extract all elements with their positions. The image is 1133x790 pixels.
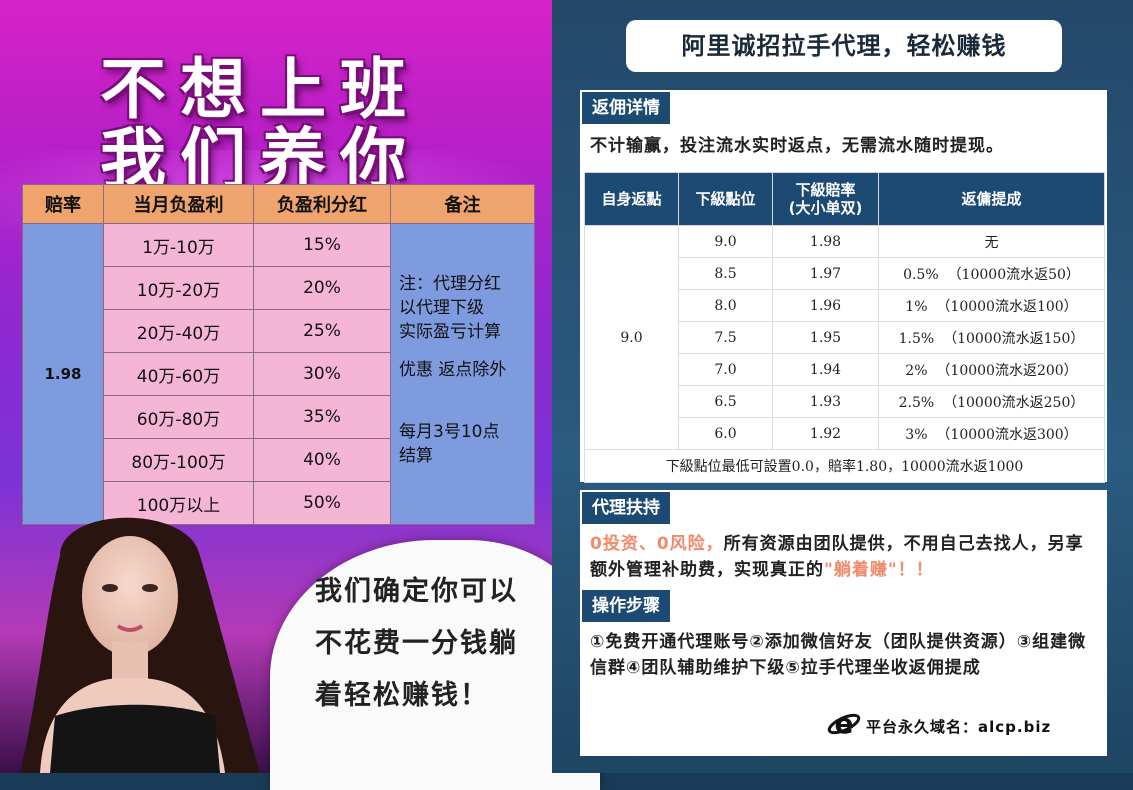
commission-desc: （10000流水返200） [936,362,1078,379]
commission-desc: （10000流水返300） [936,426,1078,443]
commission-pct: 2% [905,362,928,379]
table-row: 10万-20万 20% [23,266,535,310]
commission-pct: 0.5% [903,266,939,283]
odds-cell: 1.94 [772,353,879,386]
headline-line-1: 不想上班 [100,51,420,128]
share-cell: 40% [253,438,391,482]
commission-cell: 3% （10000流水返300） [878,417,1105,450]
share-cell: 35% [253,395,391,439]
header-sub-odds: 下級賠率 (大小单双) [772,172,879,226]
header-sub-level: 下級點位 [678,172,773,226]
share-cell: 50% [253,481,391,525]
note-line: 每月3号10点 [399,422,500,442]
table-footer-row: 下級點位最低可設置0.0，賠率1.80，10000流水返1000 [584,449,1105,483]
lie-down-earn-highlight: "躺着赚"！！ [824,560,934,580]
header-odds: 赔率 [22,184,104,224]
model-portrait-image [20,517,260,773]
section-label-steps: 操作步骤 [582,590,670,622]
svg-text:e: e [835,707,854,740]
share-cell: 30% [253,352,391,396]
support-description: 0投资、0风险，所有资源由团队提供，不用自己去找人，另享额外管理补助费，实现真正… [590,531,1100,583]
speech-bubble [270,540,600,790]
header-commission: 返傭提成 [878,172,1105,226]
commission-cell: 0.5% （10000流水返50） [878,257,1105,290]
table-footer-note: 下級點位最低可設置0.0，賠率1.80，10000流水返1000 [584,449,1105,483]
table-row: 7.5 1.95 1.5% （10000流水返150） [585,321,1105,354]
dividend-table: 赔率 当月负盈利 负盈利分红 备注 1.98 1万-10万 15% 注：代理分红… [22,184,535,525]
level-cell: 7.5 [678,321,773,354]
rebate-description: 不计输赢，投注流水实时返点，无需流水随时提现。 [590,136,1004,156]
header-monthly-loss: 当月负盈利 [103,184,254,224]
commission-cell: 1% （10000流水返100） [878,289,1105,322]
level-cell: 6.5 [678,385,773,418]
zero-risk-highlight: 0投资、0风险， [590,534,724,554]
commission-pct: 1.5% [898,330,935,347]
commission-pct: 3% [905,426,928,443]
level-cell: 9.0 [678,225,773,258]
commission-cell: 无 [878,225,1105,258]
commission-desc: （10000流水返100） [936,298,1078,315]
note-line: 以代理下级 [399,298,484,318]
table-row: 20万-40万 25% [23,309,535,353]
commission-desc: （10000流水返150） [943,330,1085,347]
header-remark: 备注 [390,184,535,224]
speech-bubble-text: 我们确定你可以不花费一分钱躺着轻松赚钱！ [315,576,518,711]
odds-cell: 1.95 [772,321,879,354]
range-cell: 80万-100万 [103,438,254,482]
range-cell: 100万以上 [103,481,254,525]
header-dividend: 负盈利分红 [253,184,391,224]
section-label-rebate: 返佣详情 [582,92,670,124]
table-row: 7.0 1.94 2% （10000流水返200） [585,353,1105,386]
remark-note: 注：代理分红 以代理下级 实际盈亏计算 优惠 返点除外 每月3号10点 结算 [390,223,535,525]
agent-support-card [580,490,1107,756]
range-cell: 20万-40万 [103,309,254,353]
share-cell: 15% [253,223,391,267]
range-cell: 40万-60万 [103,352,254,396]
browser-e-icon: e [827,707,861,740]
share-cell: 20% [253,266,391,310]
note-line: 优惠 返点除外 [399,360,507,380]
share-cell: 25% [253,309,391,353]
odds-cell: 1.96 [772,289,879,322]
note-line: 实际盈亏计算 [399,322,501,342]
level-cell: 7.0 [678,353,773,386]
rebate-table-header: 自身返點 下級點位 下級賠率 (大小单双) 返傭提成 [584,172,1105,226]
odds-cell: 1.92 [772,417,879,450]
table-row: 40万-60万 30% [23,352,535,396]
section-label-support: 代理扶持 [582,492,670,524]
commission-pct: 2.5% [898,394,935,411]
odds-cell: 1.98 [772,225,879,258]
commission-desc: （10000流水返50） [947,266,1080,283]
table-row: 80万-100万 40% [23,438,535,482]
range-cell: 10万-20万 [103,266,254,310]
rebate-table: 自身返點 下級點位 下級賠率 (大小单双) 返傭提成 9.0 9.0 1.98 … [584,172,1105,483]
range-cell: 1万-10万 [103,223,254,267]
note-line: 注：代理分红 [399,274,501,294]
page-title: 阿里诚招拉手代理，轻松赚钱 [626,20,1062,72]
table-row: 60万-80万 35% [23,395,535,439]
commission-cell: 2% （10000流水返200） [878,353,1105,386]
table-row: 9.0 9.0 1.98 无 [584,225,1105,450]
commission-cell: 2.5% （10000流水返250） [878,385,1105,418]
level-cell: 8.5 [678,257,773,290]
platform-domain: 平台永久域名：alcp.biz [866,718,1052,736]
note-line: 结算 [399,446,433,466]
odds-cell: 1.93 [772,385,879,418]
steps-description: ①免费开通代理账号②添加微信好友（团队提供资源）③组建微信群④团队辅助维护下级⑤… [590,632,1087,678]
table-row: 100万以上 50% [23,481,535,525]
dividend-table-header: 赔率 当月负盈利 负盈利分红 备注 [22,184,535,224]
commission-pct: 1% [905,298,928,315]
commission-desc: （10000流水返250） [943,394,1085,411]
odds-value: 1.98 [22,223,104,525]
self-rebate-value: 9.0 [584,225,679,450]
header-self-rebate: 自身返點 [584,172,679,226]
commission-pct: 无 [984,234,999,251]
commission-cell: 1.5% （10000流水返150） [878,321,1105,354]
support-text: 所有资源由团队提供，不用自己去找人，另享额外管理补助费，实现真正的 [590,534,1084,580]
odds-cell: 1.97 [772,257,879,290]
table-row: 1.98 1万-10万 15% 注：代理分红 以代理下级 实际盈亏计算 优惠 返… [22,223,535,525]
level-cell: 8.0 [678,289,773,322]
level-cell: 6.0 [678,417,773,450]
range-cell: 60万-80万 [103,395,254,439]
